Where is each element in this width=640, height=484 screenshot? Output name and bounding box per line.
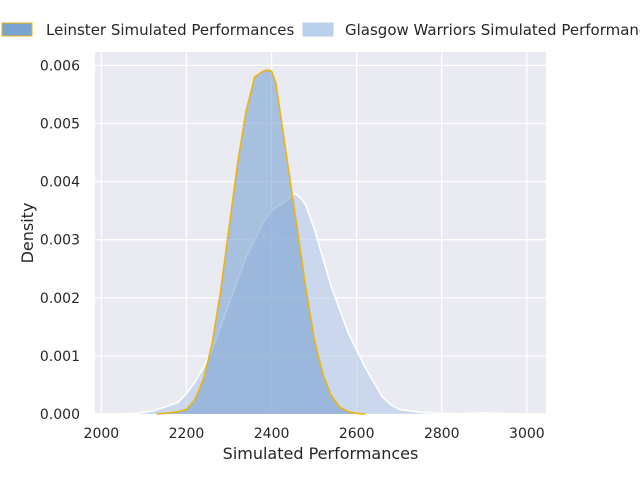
legend-label-glasgow: Glasgow Warriors Simulated Performances: [345, 21, 640, 39]
y-tick-label-0: 0.000: [40, 407, 80, 423]
y-tick-label-4: 0.004: [40, 175, 80, 191]
legend-label-leinster: Leinster Simulated Performances: [46, 21, 294, 39]
x-tick-label-0: 2000: [84, 426, 120, 442]
series-area-0: [156, 70, 366, 414]
x-tick-label-3: 2600: [339, 426, 375, 442]
tick-labels: 2000 2200 2400 2600 2800 3000 0.000 0.001 0.002 0…: [40, 58, 545, 442]
legend-swatch-leinster: [1, 22, 33, 37]
y-tick-label-1: 0.001: [40, 349, 80, 365]
series-line-0: [156, 69, 366, 415]
y-tick-label-6: 0.006: [40, 58, 80, 74]
x-tick-label-5: 3000: [509, 426, 545, 442]
x-tick-label-4: 2800: [424, 426, 460, 442]
y-tick-label-3: 0.003: [40, 233, 80, 249]
x-tick-label-1: 2200: [169, 426, 205, 442]
x-tick-label-2: 2400: [254, 426, 290, 442]
y-tick-label-5: 0.005: [40, 116, 80, 132]
legend-swatch-glasgow: [302, 22, 334, 37]
series-line-1: [118, 192, 527, 415]
y-axis-label: Density: [18, 203, 37, 264]
y-tick-label-2: 0.002: [40, 291, 80, 307]
x-axis-label: Simulated Performances: [223, 444, 419, 463]
series-areas: [118, 69, 527, 415]
legend: Leinster Simulated Performances Glasgow …: [1, 21, 640, 39]
